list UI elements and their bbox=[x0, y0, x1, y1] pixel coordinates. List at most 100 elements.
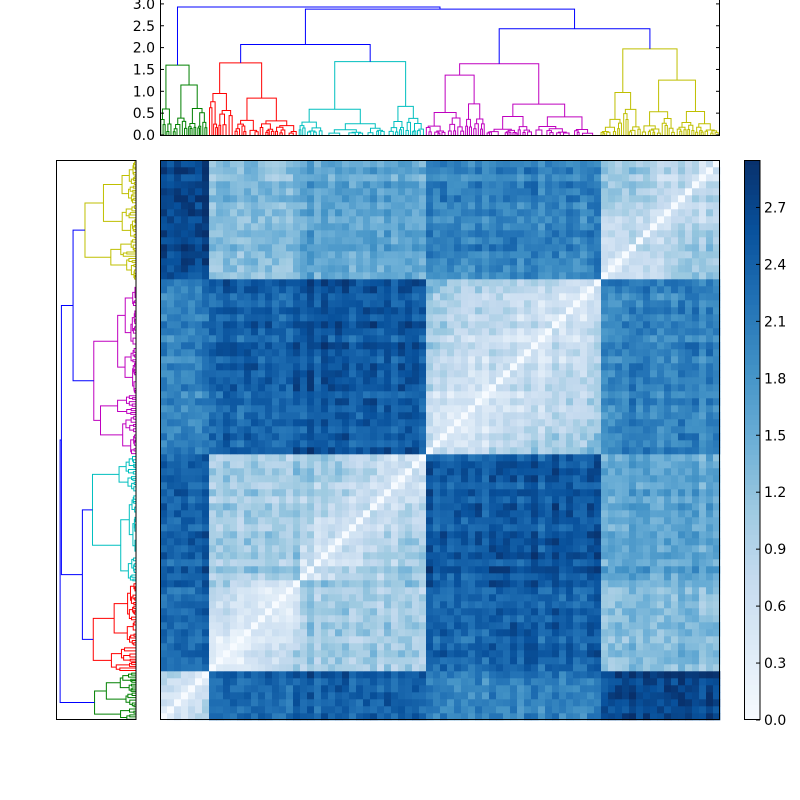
heatmap-cell bbox=[594, 412, 602, 420]
heatmap-cell bbox=[181, 594, 189, 602]
heatmap-cell bbox=[426, 461, 434, 469]
heatmap-cell bbox=[384, 524, 392, 532]
heatmap-cell bbox=[447, 370, 455, 378]
heatmap-cell bbox=[363, 524, 371, 532]
heatmap-cell bbox=[265, 552, 273, 560]
heatmap-cell bbox=[713, 510, 721, 518]
heatmap-cell bbox=[706, 328, 714, 336]
heatmap-cell bbox=[356, 475, 364, 483]
heatmap-cell bbox=[440, 692, 448, 700]
heatmap-cell bbox=[405, 433, 413, 441]
heatmap-cell bbox=[573, 447, 581, 455]
heatmap-cell bbox=[573, 370, 581, 378]
heatmap-cell bbox=[566, 566, 574, 574]
heatmap-cell bbox=[510, 377, 518, 385]
heatmap-cell bbox=[636, 566, 644, 574]
heatmap-cell bbox=[510, 636, 518, 644]
heatmap-cell bbox=[307, 447, 315, 455]
heatmap-cell bbox=[447, 559, 455, 567]
heatmap-cell bbox=[251, 363, 259, 371]
heatmap-cell bbox=[237, 461, 245, 469]
heatmap-cell bbox=[279, 384, 287, 392]
heatmap-cell bbox=[664, 580, 672, 588]
heatmap-cell bbox=[615, 384, 623, 392]
heatmap-cell bbox=[573, 314, 581, 322]
heatmap-cell bbox=[594, 713, 602, 721]
heatmap-cell bbox=[552, 286, 560, 294]
heatmap-cell bbox=[706, 713, 714, 721]
heatmap-cell bbox=[496, 573, 504, 581]
heatmap-cell bbox=[244, 342, 252, 350]
heatmap-cell bbox=[692, 636, 700, 644]
heatmap-cell bbox=[230, 678, 238, 686]
heatmap-cell bbox=[174, 615, 182, 623]
heatmap-cell bbox=[328, 615, 336, 623]
heatmap-cell bbox=[545, 447, 553, 455]
heatmap-cell bbox=[636, 342, 644, 350]
heatmap-cell bbox=[566, 405, 574, 413]
heatmap-cell bbox=[685, 412, 693, 420]
heatmap-cell bbox=[307, 566, 315, 574]
heatmap-cell bbox=[524, 475, 532, 483]
heatmap-cell bbox=[475, 440, 483, 448]
heatmap-cell bbox=[314, 370, 322, 378]
heatmap-cell bbox=[370, 412, 378, 420]
heatmap-cell bbox=[545, 391, 553, 399]
heatmap-cell bbox=[440, 440, 448, 448]
heatmap-cell bbox=[335, 349, 343, 357]
heatmap-cell bbox=[517, 419, 525, 427]
heatmap-cell bbox=[412, 412, 420, 420]
heatmap-cell bbox=[363, 307, 371, 315]
heatmap-cell bbox=[475, 629, 483, 637]
heatmap-cell bbox=[342, 524, 350, 532]
heatmap-cell bbox=[244, 447, 252, 455]
heatmap-cell bbox=[279, 426, 287, 434]
heatmap-cell bbox=[237, 468, 245, 476]
heatmap-cell bbox=[608, 657, 616, 665]
heatmap-cell bbox=[545, 629, 553, 637]
heatmap-cell bbox=[223, 384, 231, 392]
heatmap-cell bbox=[328, 349, 336, 357]
heatmap-cell bbox=[419, 342, 427, 350]
heatmap-cell bbox=[391, 692, 399, 700]
heatmap-cell bbox=[664, 713, 672, 721]
heatmap-cell bbox=[440, 286, 448, 294]
heatmap-cell bbox=[538, 573, 546, 581]
heatmap-cell bbox=[265, 384, 273, 392]
heatmap-cell bbox=[314, 692, 322, 700]
heatmap-cell bbox=[496, 433, 504, 441]
heatmap-cell bbox=[202, 489, 210, 497]
heatmap-cell bbox=[244, 391, 252, 399]
heatmap-cell bbox=[223, 671, 231, 679]
heatmap-cell bbox=[629, 699, 637, 707]
heatmap-cell bbox=[524, 503, 532, 511]
heatmap-cell bbox=[405, 573, 413, 581]
heatmap-cell bbox=[174, 356, 182, 364]
heatmap-cell bbox=[468, 398, 476, 406]
heatmap-cell bbox=[209, 419, 217, 427]
heatmap-cell bbox=[363, 622, 371, 630]
heatmap-cell bbox=[433, 524, 441, 532]
heatmap-cell bbox=[643, 307, 651, 315]
heatmap-cell bbox=[475, 671, 483, 679]
heatmap-cell bbox=[398, 538, 406, 546]
heatmap-cell bbox=[475, 321, 483, 329]
heatmap-cell bbox=[517, 328, 525, 336]
heatmap-cell bbox=[377, 328, 385, 336]
heatmap-cell bbox=[412, 370, 420, 378]
heatmap-cell bbox=[181, 440, 189, 448]
heatmap-cell bbox=[237, 300, 245, 308]
heatmap-cell bbox=[223, 314, 231, 322]
heatmap-cell bbox=[573, 405, 581, 413]
heatmap-cell bbox=[517, 447, 525, 455]
heatmap-cell bbox=[468, 545, 476, 553]
heatmap-cell bbox=[496, 307, 504, 315]
heatmap-cell bbox=[202, 384, 210, 392]
heatmap-cell bbox=[195, 307, 203, 315]
heatmap-cell bbox=[279, 531, 287, 539]
heatmap-cell bbox=[223, 706, 231, 714]
heatmap-cell bbox=[314, 643, 322, 651]
heatmap-cell bbox=[587, 293, 595, 301]
heatmap-cell bbox=[545, 433, 553, 441]
heatmap-cell bbox=[251, 405, 259, 413]
